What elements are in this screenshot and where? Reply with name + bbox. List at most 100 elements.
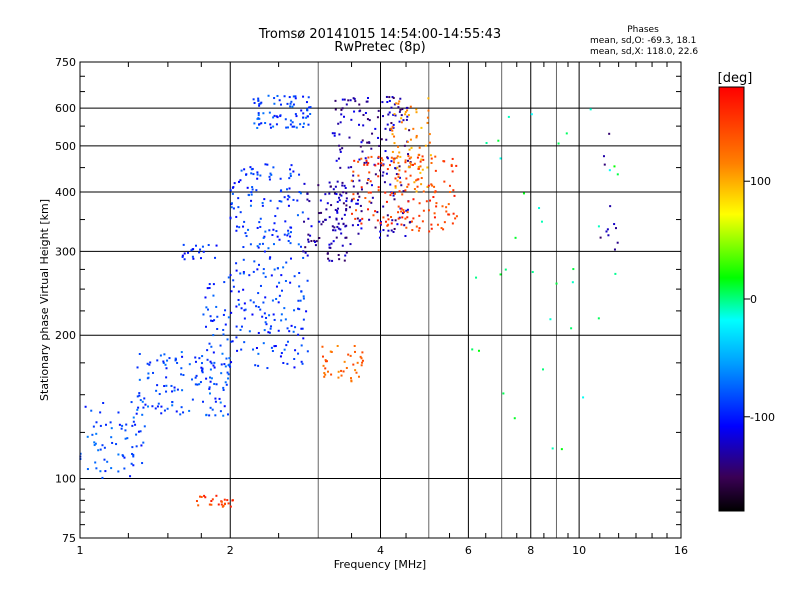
data-point (390, 160, 393, 163)
data-point (259, 102, 262, 105)
data-point (262, 272, 265, 275)
data-point (290, 164, 293, 167)
data-point (209, 360, 212, 363)
data-point (256, 177, 259, 180)
y-tick-label: 200 (55, 329, 76, 342)
data-point (415, 134, 418, 137)
data-point (377, 136, 380, 139)
data-point (335, 236, 338, 239)
data-point (92, 425, 95, 428)
data-point (86, 468, 89, 471)
data-point (269, 126, 272, 129)
data-point (404, 161, 407, 164)
data-point (198, 383, 201, 386)
data-point (356, 217, 359, 220)
data-point (390, 122, 393, 125)
data-point (334, 108, 337, 111)
data-point (419, 165, 422, 168)
data-point (434, 155, 437, 158)
data-point (280, 319, 283, 322)
data-point (240, 325, 243, 328)
data-point (233, 182, 236, 185)
data-point (243, 302, 246, 305)
data-point (401, 216, 404, 219)
data-point (160, 405, 163, 408)
data-point (287, 204, 290, 207)
data-point (342, 370, 345, 373)
data-point (191, 398, 194, 401)
data-point (200, 366, 203, 369)
data-point (269, 172, 272, 175)
data-point (276, 207, 279, 210)
data-point (538, 207, 541, 210)
data-point (289, 105, 292, 108)
data-point (326, 370, 329, 373)
data-point (398, 190, 401, 193)
data-point (406, 159, 409, 162)
data-point (240, 348, 243, 351)
data-point (407, 200, 410, 203)
data-point (350, 200, 353, 203)
data-point (404, 113, 407, 116)
data-point (362, 124, 365, 127)
data-point (301, 327, 304, 330)
data-point (272, 228, 275, 231)
data-point (368, 119, 371, 122)
data-point (341, 244, 344, 247)
data-point (361, 351, 364, 354)
data-point (175, 410, 178, 413)
data-point (356, 192, 359, 195)
data-point (378, 236, 381, 239)
data-point (209, 368, 212, 371)
colorbar-tick-label: 100 (750, 175, 771, 188)
data-point (497, 139, 500, 142)
data-point (415, 111, 418, 114)
data-point (398, 169, 401, 172)
data-point (382, 205, 385, 208)
data-point (330, 373, 333, 376)
data-point (301, 362, 304, 365)
data-point (210, 503, 213, 506)
data-point (360, 186, 363, 189)
data-point (399, 155, 402, 158)
data-point (349, 354, 352, 357)
data-point (199, 257, 202, 260)
data-point (278, 200, 281, 203)
data-point (201, 355, 204, 358)
data-point (337, 207, 340, 210)
colorbar-tick-label: -100 (750, 411, 775, 424)
data-point (223, 281, 226, 284)
x-axis-ticks: 1 2 4 6 8 10 16 (77, 62, 688, 557)
data-point (353, 110, 356, 113)
data-point (347, 166, 350, 169)
data-point (101, 444, 104, 447)
data-point (259, 308, 262, 311)
data-point (418, 214, 421, 217)
data-point (396, 179, 399, 182)
data-point (352, 185, 355, 188)
data-point (380, 138, 383, 141)
data-point (306, 108, 309, 111)
data-point (341, 184, 344, 187)
data-point (278, 238, 281, 241)
data-point (304, 246, 307, 249)
data-point (359, 204, 362, 207)
data-point (420, 126, 423, 129)
data-point (273, 114, 276, 117)
data-point (264, 275, 267, 278)
data-point (367, 177, 370, 180)
data-point (199, 381, 202, 384)
data-point (380, 164, 383, 167)
data-point (513, 417, 516, 420)
data-point (99, 448, 102, 451)
data-point (350, 377, 353, 380)
data-point (392, 96, 395, 99)
data-point (274, 215, 277, 218)
data-point (302, 297, 305, 300)
data-point (305, 310, 308, 313)
data-point (257, 246, 260, 249)
data-point (217, 503, 220, 506)
data-point (320, 223, 323, 226)
data-point (396, 166, 399, 169)
data-point (394, 167, 397, 170)
